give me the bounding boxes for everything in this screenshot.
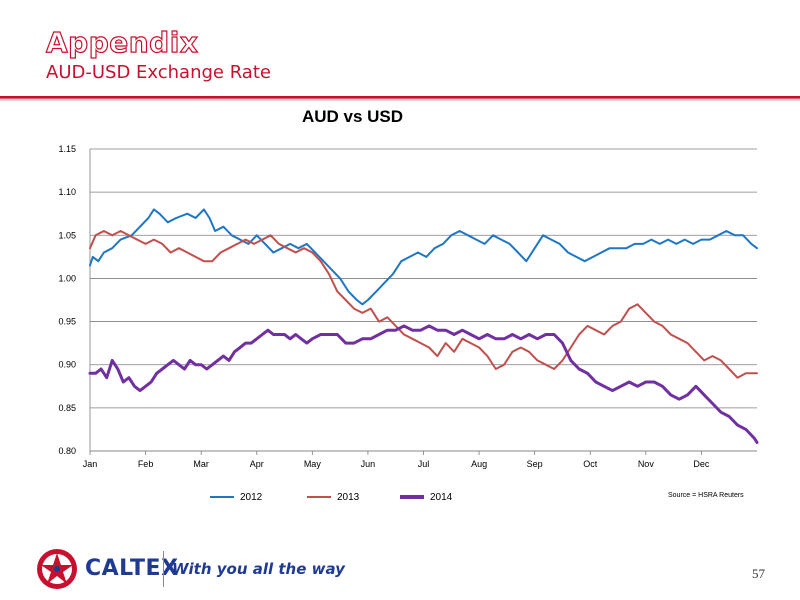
slide-title: Appendix [45,25,199,59]
chart-source-note: Source = HSRA Reuters [668,492,744,499]
page-number: 57 [752,566,765,581]
legend-item-2012: 2012 [210,492,262,503]
x-tick-label: Jul [418,459,430,469]
x-tick-label: May [304,459,322,469]
x-tick-label: Dec [693,459,710,469]
slide-subtitle: AUD-USD Exchange Rate [46,62,271,83]
y-tick-label: 0.85 [58,403,76,413]
caltex-star-logo-icon [37,549,77,589]
legend-item-2014: 2014 [400,492,452,503]
legend-item-2013: 2013 [307,492,359,503]
y-tick-label: 1.05 [58,230,76,240]
x-tick-label: Feb [138,459,154,469]
footer-brand: CALTEX [85,556,179,581]
legend-swatch-2012 [210,496,234,499]
y-tick-label: 0.90 [58,360,76,370]
y-tick-label: 0.80 [58,446,76,456]
y-tick-label: 1.00 [58,273,76,283]
x-tick-label: Oct [583,459,598,469]
legend-swatch-2014 [400,495,424,500]
x-tick-label: Jan [83,459,98,469]
y-tick-label: 1.15 [58,144,76,154]
x-tick-label: Aug [471,459,487,469]
footer-tagline: With you all the way [172,560,345,578]
series-line-2012 [89,208,758,306]
series-line-2013 [89,230,758,379]
series-line-2014 [88,324,759,444]
title-divider [0,96,800,101]
x-tick-label: Mar [193,459,209,469]
legend-label-2014: 2014 [430,492,453,503]
x-tick-label: Jun [361,459,376,469]
legend-label-2013: 2013 [337,492,360,503]
legend-swatch-2013 [307,496,331,499]
x-tick-label: Nov [638,459,655,469]
chart-title: AUD vs USD [301,107,404,126]
y-tick-label: 1.10 [58,187,76,197]
footer-divider [163,551,164,587]
x-tick-label: Sep [527,459,543,469]
y-tick-label: 0.95 [58,317,76,327]
x-tick-label: Apr [250,459,264,469]
legend-label-2012: 2012 [240,492,263,503]
